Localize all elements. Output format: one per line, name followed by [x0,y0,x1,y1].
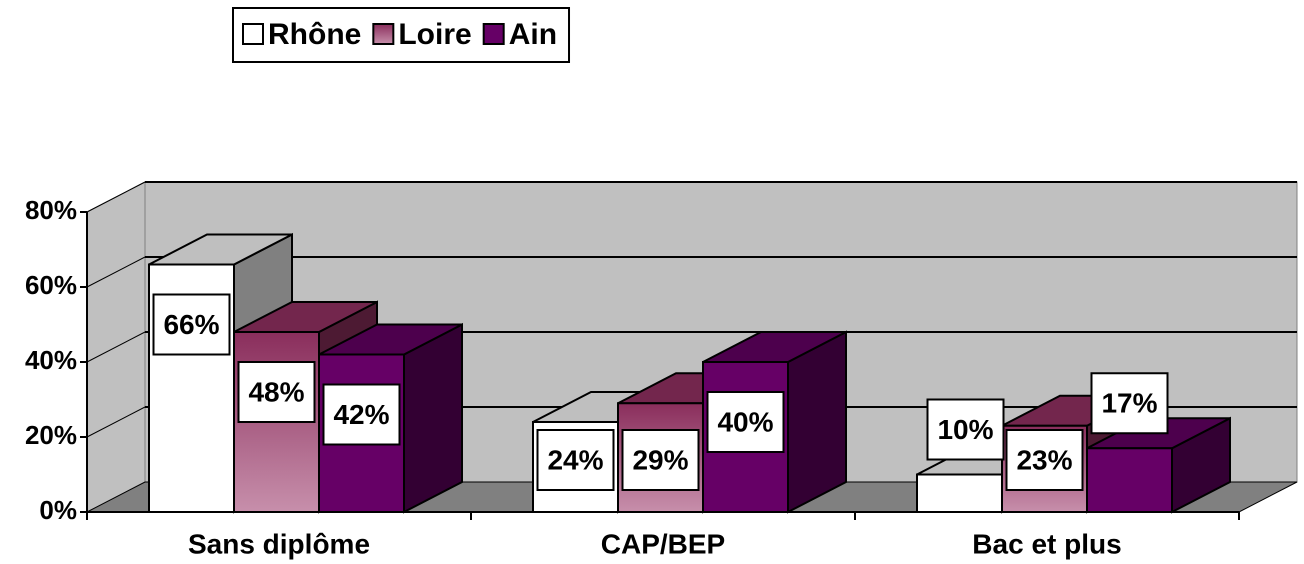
legend-swatch [372,23,395,45]
bar [1086,447,1173,513]
legend-label: Ain [509,18,557,51]
value-label-box [1090,372,1169,435]
y-tick-label: 20% [25,420,77,450]
value-label-box [621,429,700,491]
grid-line-side [86,331,146,363]
value-label-box [926,398,1005,461]
grid-line-side [86,256,146,288]
value-label: 23% [1016,444,1072,475]
legend-swatch [482,23,505,45]
y-tick-label: 40% [25,345,77,375]
bar [916,473,1003,513]
y-tick-label: 80% [25,195,77,225]
value-label: 17% [1101,388,1157,419]
bar-side [403,322,463,514]
value-label-box [706,391,785,453]
value-label: 24% [547,444,603,475]
grid-line-side [86,406,146,438]
value-label-box [536,429,615,491]
legend-box [232,7,571,63]
value-label: 10% [937,414,993,445]
x-tick-label: Bac et plus [972,528,1121,559]
legend-label: Loire [398,18,471,51]
legend-swatch [242,23,264,45]
value-label-box [1005,429,1084,491]
x-tick-label: CAP/BEP [601,528,725,559]
grid-line-side [86,181,146,213]
y-tick-label: 60% [25,270,77,300]
y-tick-label: 0% [39,495,77,525]
x-tick-label: Sans diplôme [188,528,370,559]
value-label: 29% [632,444,688,475]
value-label-box [152,293,231,356]
value-label: 40% [717,406,773,437]
value-label-box [237,361,316,423]
value-label: 42% [333,399,389,430]
value-label: 66% [163,309,219,340]
value-label: 48% [248,376,304,407]
bar-side [787,330,847,514]
legend-label: Rhône [268,18,361,51]
value-label-box [322,383,401,446]
